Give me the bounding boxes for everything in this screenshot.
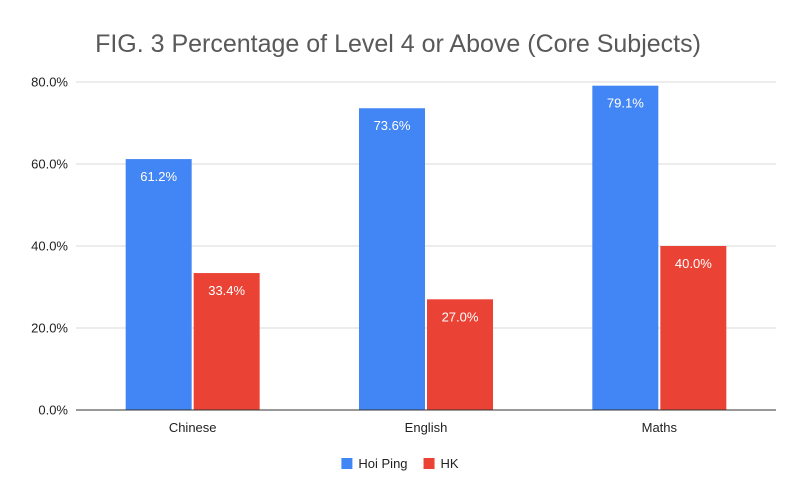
x-axis-category-labels: Chinese English Maths bbox=[169, 420, 678, 435]
data-label-hoi-ping-chinese: 61.2% bbox=[140, 169, 177, 184]
chart-title: FIG. 3 Percentage of Level 4 or Above (C… bbox=[95, 30, 701, 58]
legend-label-hk: HK bbox=[441, 456, 459, 471]
gridlines bbox=[76, 81, 776, 329]
bar-hk-english bbox=[427, 299, 493, 410]
x-category-label-chinese: Chinese bbox=[169, 420, 217, 435]
bar-hk-chinese bbox=[193, 273, 260, 410]
legend-label-hoi-ping: Hoi Ping bbox=[358, 456, 407, 471]
bar-hk-maths bbox=[660, 246, 727, 410]
data-label-hk-maths: 40.0% bbox=[675, 256, 712, 271]
y-tick-label-0: 0.0% bbox=[38, 403, 68, 418]
y-tick-label-2: 40.0% bbox=[31, 239, 68, 254]
data-label-hoi-ping-maths: 79.1% bbox=[607, 96, 644, 111]
bar-hoi-ping-chinese bbox=[125, 159, 192, 410]
data-label-hoi-ping-english: 73.6% bbox=[374, 118, 411, 133]
legend-swatch-hk bbox=[423, 458, 435, 469]
bar-hoi-ping-english bbox=[359, 108, 425, 411]
x-category-label-english: English bbox=[405, 420, 448, 435]
y-tick-label-4: 80.0% bbox=[31, 75, 68, 90]
y-axis-tick-labels: 0.0% 20.0% 40.0% 60.0% 80.0% bbox=[31, 75, 68, 418]
bars bbox=[125, 85, 727, 411]
x-category-label-maths: Maths bbox=[642, 420, 678, 435]
y-tick-label-1: 20.0% bbox=[31, 321, 68, 336]
data-label-hk-english: 27.0% bbox=[442, 309, 479, 324]
bar-hoi-ping-maths bbox=[592, 85, 659, 410]
y-tick-label-3: 60.0% bbox=[31, 157, 68, 172]
data-label-hk-chinese: 33.4% bbox=[208, 283, 245, 298]
legend-swatch-hoi-ping bbox=[341, 458, 353, 469]
data-labels: 61.2% 33.4% 73.6% 27.0% 79.1% 40.0% bbox=[140, 96, 712, 325]
legend: Hoi Ping HK bbox=[341, 456, 459, 471]
